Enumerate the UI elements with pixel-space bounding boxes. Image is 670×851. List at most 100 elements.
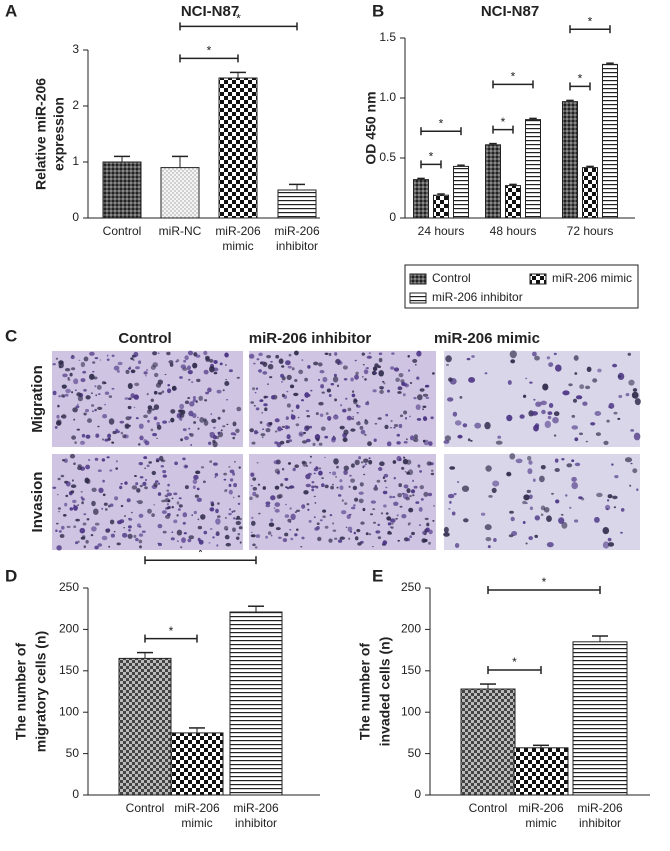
cell [396, 441, 402, 445]
cell [387, 389, 390, 393]
cell [120, 504, 124, 508]
bar [602, 63, 618, 219]
cell [78, 359, 81, 361]
cell [573, 398, 577, 403]
cell [219, 362, 223, 366]
cell [136, 488, 141, 493]
cell [560, 513, 564, 516]
x-tick-label: miR-206 inhibitor [577, 801, 623, 830]
cell [139, 476, 144, 479]
cell [311, 488, 315, 492]
cell [187, 350, 194, 356]
cell [386, 516, 392, 521]
y-tick-label: 200 [59, 622, 79, 636]
cell [67, 377, 70, 380]
cell [261, 436, 264, 439]
cell [409, 495, 412, 498]
cell [607, 494, 613, 499]
cell [62, 373, 68, 378]
cell [383, 504, 387, 508]
cell [189, 401, 195, 407]
cell [402, 493, 409, 500]
cell [443, 532, 450, 537]
cell [301, 440, 308, 444]
cell [378, 352, 383, 356]
error-bar [137, 651, 153, 659]
cell [555, 364, 562, 372]
cell [321, 477, 324, 480]
cell [334, 537, 338, 540]
cell [220, 429, 223, 432]
cell [57, 494, 59, 496]
cell [418, 507, 423, 512]
cell [361, 376, 364, 378]
cell [416, 376, 420, 380]
cell [229, 469, 235, 474]
cell [265, 501, 271, 505]
cell [109, 519, 115, 525]
cell [316, 526, 320, 530]
legend-swatch [529, 273, 547, 285]
cell [250, 472, 255, 477]
cell [404, 417, 408, 420]
cell [142, 481, 147, 486]
cell [69, 507, 74, 511]
cell [590, 422, 596, 426]
cell [449, 500, 452, 504]
cell [281, 365, 285, 368]
cell [182, 521, 186, 525]
cell [55, 357, 59, 360]
cell [52, 363, 56, 366]
cell [69, 372, 73, 377]
significance-label: * [429, 150, 434, 164]
y-axis-label: expression [51, 97, 67, 171]
cell [259, 399, 264, 402]
cell [251, 441, 256, 445]
cell [144, 467, 147, 469]
cell [508, 534, 514, 538]
cell [377, 536, 382, 540]
micrograph [52, 453, 243, 551]
cell [224, 534, 230, 540]
cell [129, 416, 132, 419]
x-tick-label-line: mimic [222, 239, 253, 253]
cell [319, 519, 323, 522]
cell [153, 482, 158, 488]
cell [627, 352, 631, 356]
cell [83, 545, 87, 549]
y-axis-label: migratory cells (n) [33, 631, 49, 752]
cell [419, 388, 425, 392]
cell [228, 489, 233, 495]
cell [162, 474, 167, 478]
cell [488, 495, 493, 498]
cell [422, 408, 425, 411]
cell [75, 541, 79, 545]
cell [630, 429, 635, 432]
cell [250, 534, 256, 538]
cell [80, 361, 86, 368]
cell [205, 391, 210, 395]
cell [197, 427, 200, 430]
y-tick-label: 250 [401, 580, 421, 594]
cell [331, 437, 336, 443]
cell [97, 425, 100, 428]
cell [470, 440, 473, 442]
cell [61, 394, 65, 398]
cell [515, 458, 523, 464]
cell [444, 435, 451, 442]
cell [98, 393, 101, 396]
cell [180, 364, 186, 369]
cell [145, 374, 147, 377]
cell [406, 459, 412, 465]
bar [229, 611, 283, 796]
cell [226, 423, 229, 426]
cell [94, 409, 96, 412]
cell [411, 531, 415, 536]
cell [176, 501, 180, 505]
cell [116, 542, 121, 546]
cell [70, 484, 77, 489]
cell [370, 500, 376, 504]
cell [166, 503, 169, 506]
cell [354, 359, 357, 362]
cell [420, 498, 424, 501]
